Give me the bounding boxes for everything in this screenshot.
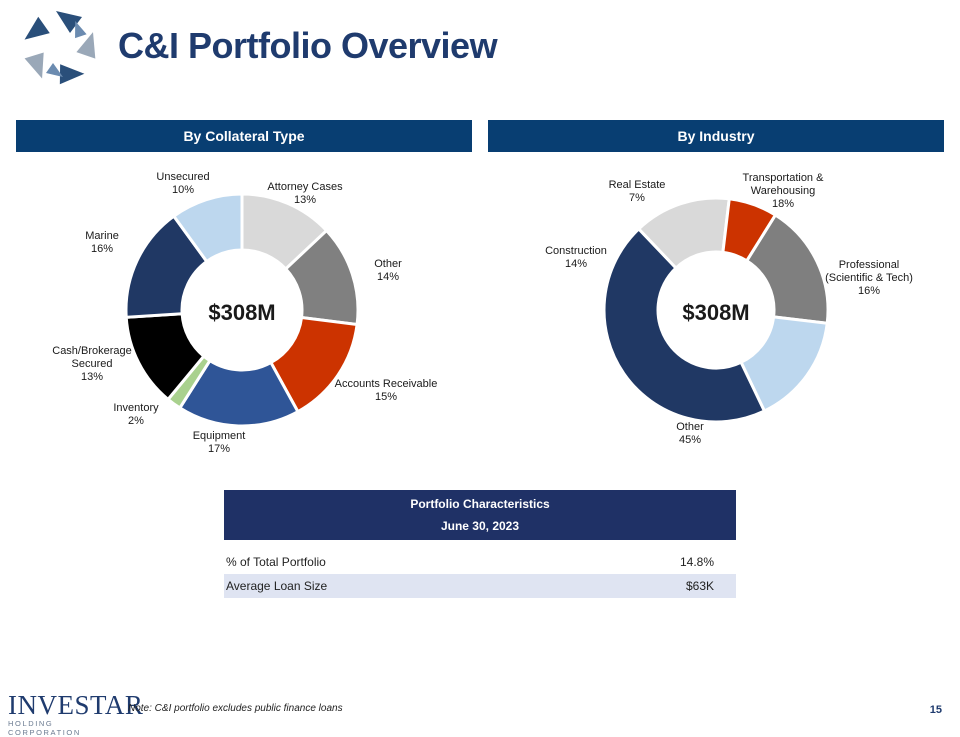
row-label: Average Loan Size <box>226 579 328 593</box>
collateral-donut-chart: $308M Attorney Cases 13% Other 14% Accou… <box>52 171 438 455</box>
industry-value-real-estate: 7% <box>629 192 645 204</box>
industry-label-professional: Professional <box>839 259 900 271</box>
collateral-value-equipment: 17% <box>208 443 230 455</box>
collateral-panel-header: By Collateral Type <box>16 120 472 152</box>
collateral-label-accounts-receivable: Accounts Receivable <box>335 378 438 390</box>
footnote: Note: C&I portfolio excludes public fina… <box>128 703 343 714</box>
table-title: Portfolio Characteristics <box>410 497 550 511</box>
collateral-label-other: Other <box>374 258 402 270</box>
industry-value-construction: 14% <box>565 258 587 270</box>
collateral-label-cash-brokerage: Cash/Brokerage <box>52 345 132 357</box>
industry-value-transportation: 18% <box>772 198 794 210</box>
portfolio-characteristics-table: Portfolio Characteristics June 30, 2023 … <box>224 490 736 598</box>
industry-label-real-estate: Real Estate <box>609 179 666 191</box>
industry-label-professional-line2: (Scientific & Tech) <box>825 272 913 284</box>
industry-label-transportation-line2: Warehousing <box>751 185 815 197</box>
table-row: Average Loan Size $63K <box>224 574 736 598</box>
collateral-value-accounts-receivable: 15% <box>375 391 397 403</box>
collateral-label-unsecured: Unsecured <box>156 171 209 183</box>
collateral-value-unsecured: 10% <box>172 184 194 196</box>
industry-label-other: Other <box>676 421 704 433</box>
slice-real-estate <box>721 197 778 263</box>
industry-panel-header: By Industry <box>488 120 944 152</box>
industry-label-transportation: Transportation & <box>743 172 825 184</box>
page-title: C&I Portfolio Overview <box>118 25 498 66</box>
collateral-center-total: $308M <box>208 300 275 325</box>
collateral-label-marine: Marine <box>85 230 119 242</box>
collateral-label-equipment: Equipment <box>193 430 246 442</box>
page-number: 15 <box>929 704 942 716</box>
collateral-value-inventory: 2% <box>128 415 144 427</box>
table-row: % of Total Portfolio 14.8% <box>224 550 736 574</box>
table-subtitle: June 30, 2023 <box>440 519 520 533</box>
collateral-label-cash-brokerage-line2: Secured <box>72 358 113 370</box>
collateral-value-cash-brokerage: 13% <box>81 371 103 383</box>
industry-donut-chart: $308M Transportation & Warehousing 18% P… <box>545 172 913 446</box>
industry-value-other: 45% <box>679 434 701 446</box>
company-logo-icon <box>24 11 96 85</box>
row-value: 14.8% <box>679 555 714 569</box>
slice-other <box>602 226 767 424</box>
slice-unsecured <box>171 192 244 264</box>
collateral-label-inventory: Inventory <box>113 402 159 414</box>
collateral-value-attorney-cases: 13% <box>294 194 316 206</box>
footer-brand-sub: HOLDING CORPORATION <box>8 719 81 737</box>
footer-brand: INVESTAR <box>8 690 144 720</box>
industry-label-construction: Construction <box>545 245 607 257</box>
collateral-value-other: 14% <box>377 271 399 283</box>
collateral-value-marine: 16% <box>91 243 113 255</box>
row-label: % of Total Portfolio <box>226 555 326 569</box>
footer-logo: INVESTAR HOLDING CORPORATION <box>8 690 144 737</box>
table-header: Portfolio Characteristics June 30, 2023 <box>224 490 736 540</box>
industry-center-total: $308M <box>682 300 749 325</box>
collateral-label-attorney-cases: Attorney Cases <box>267 181 343 193</box>
industry-value-professional: 16% <box>858 285 880 297</box>
row-value: $63K <box>685 579 714 593</box>
